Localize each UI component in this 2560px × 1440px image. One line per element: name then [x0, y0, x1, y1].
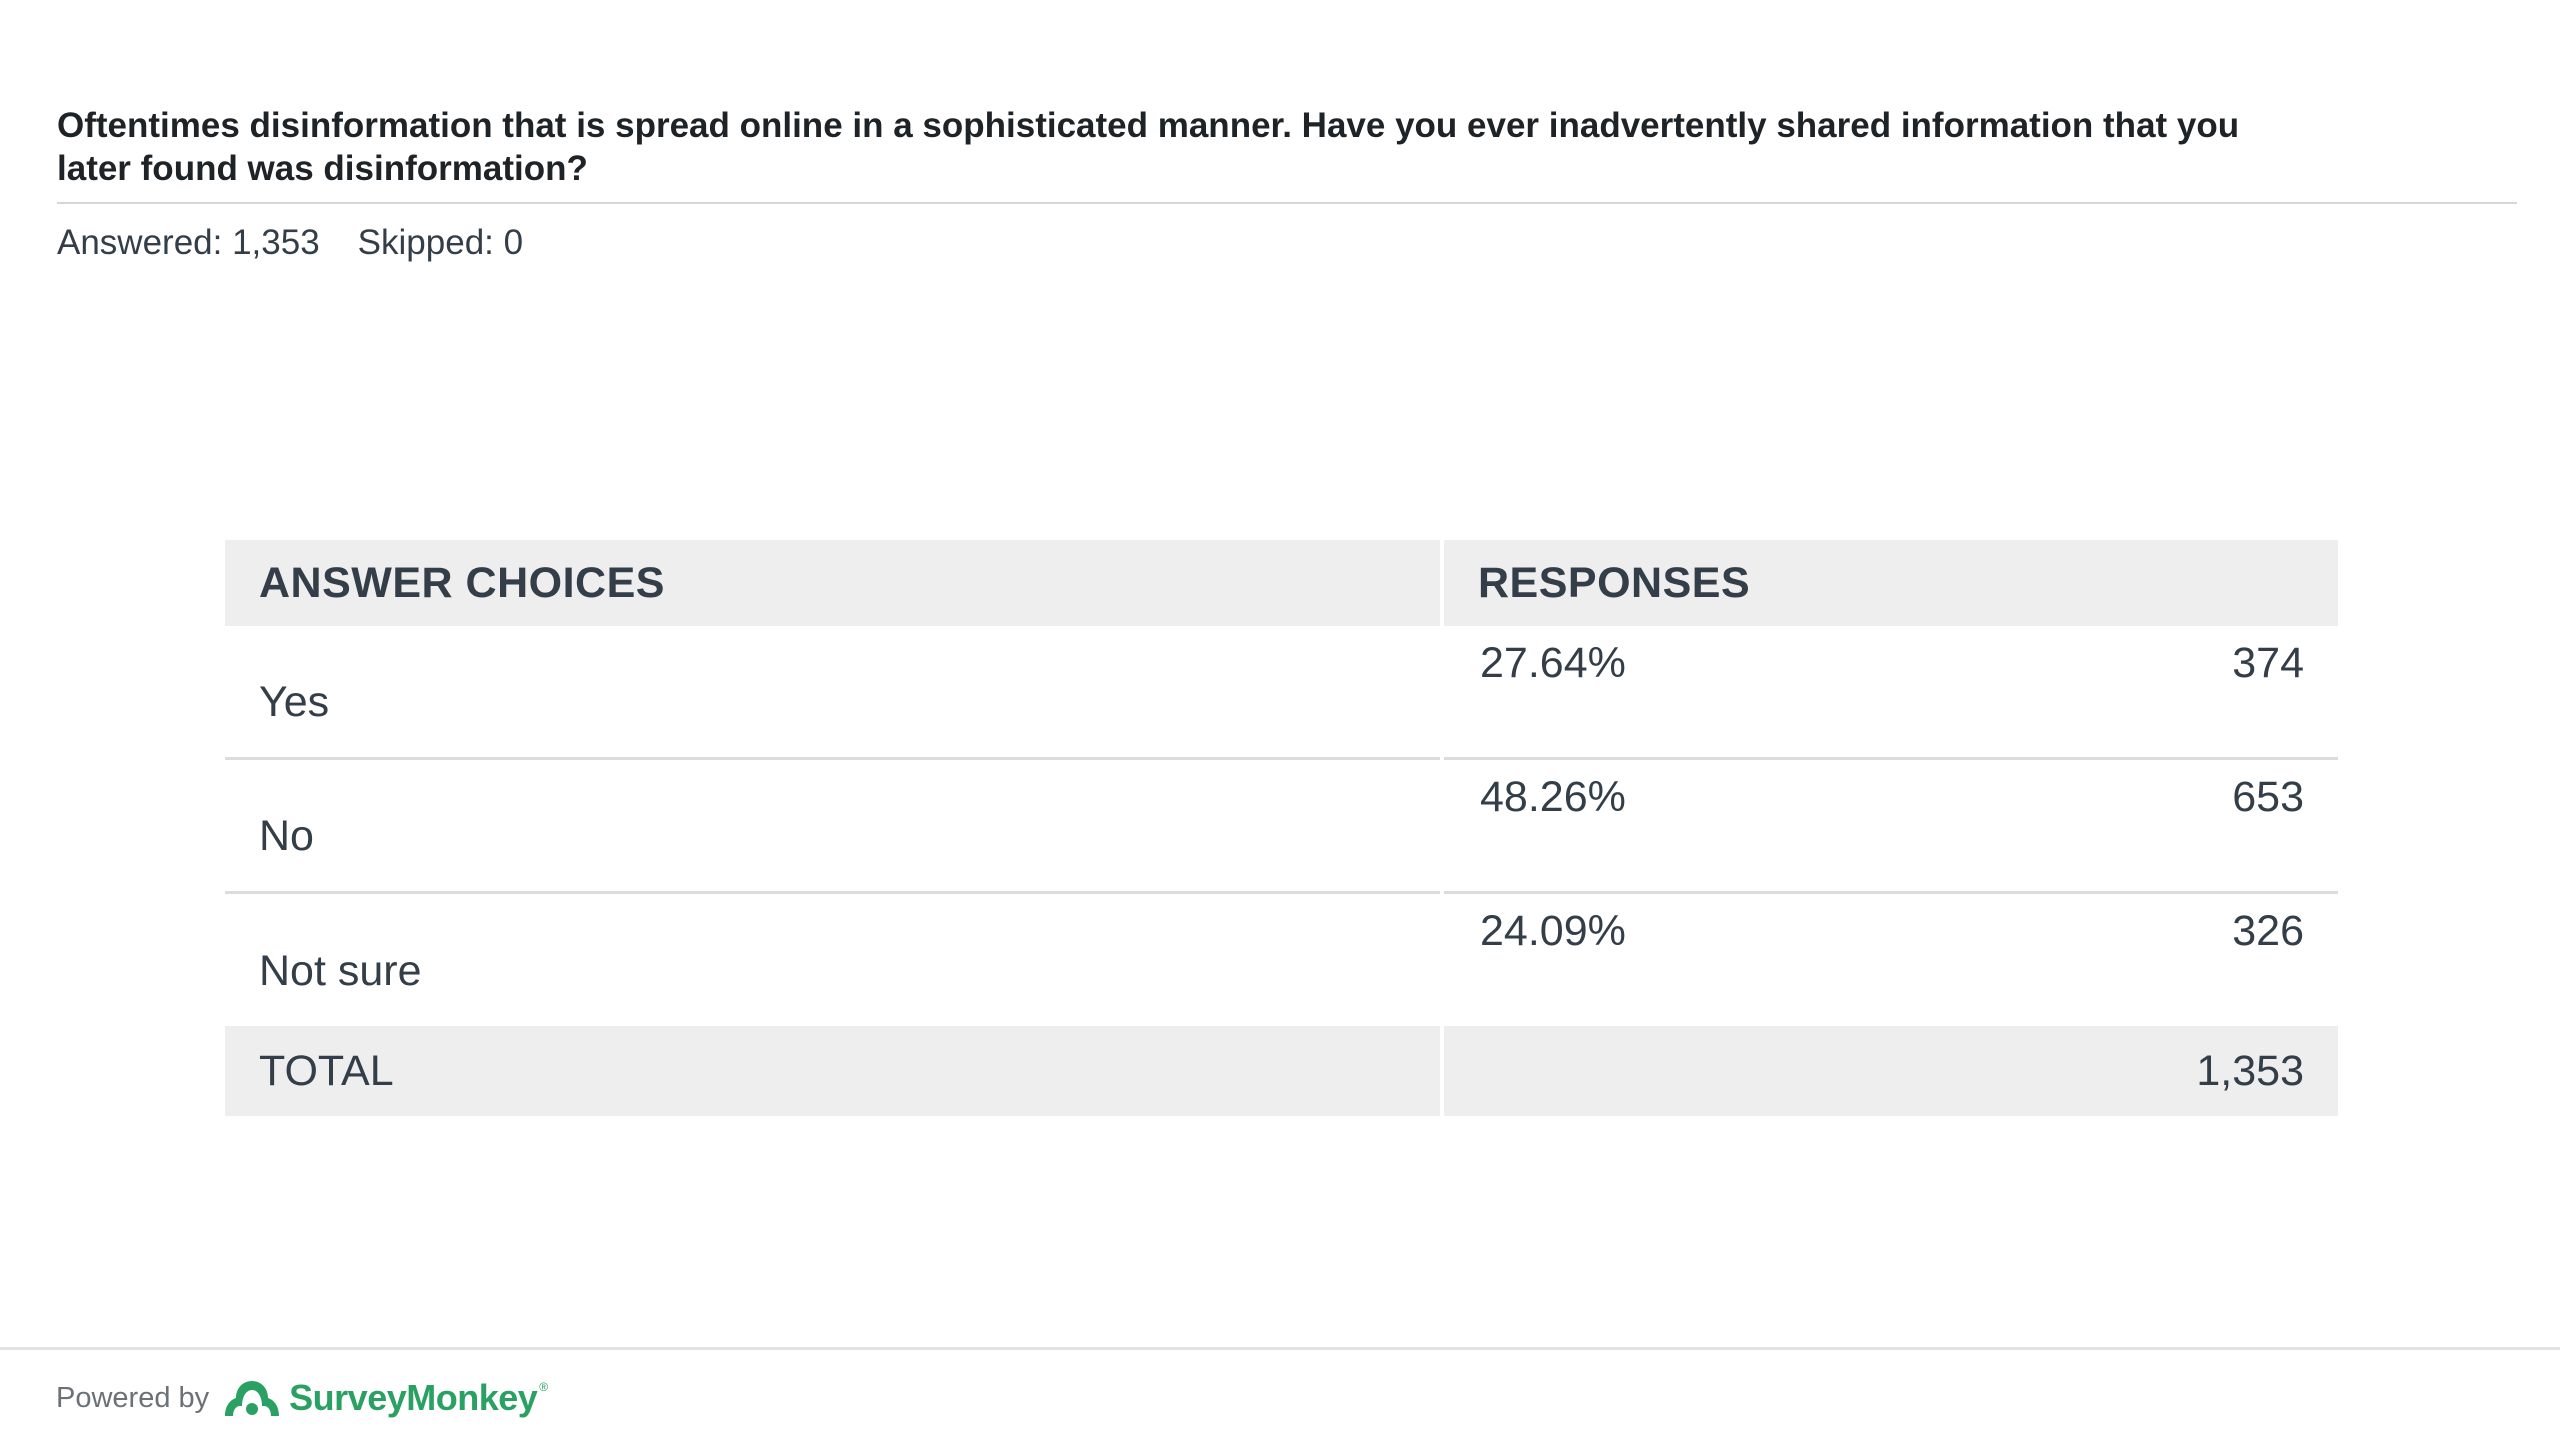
table-row: Yes 27.64% 374 — [225, 626, 2338, 760]
registered-mark: ® — [539, 1380, 549, 1394]
footer-divider — [0, 1347, 2560, 1350]
table-row: Not sure 24.09% 326 — [225, 892, 2338, 1027]
surveymonkey-logo-icon — [225, 1381, 280, 1416]
response-summary: Answered: 1,353 Skipped: 0 — [57, 222, 523, 264]
table-row: No 48.26% 653 — [225, 758, 2338, 894]
answer-choice-label: No — [225, 758, 1444, 894]
response-percent: 24.09% — [1480, 907, 1626, 955]
footer: Powered by SurveyMonkey ® — [56, 1368, 548, 1428]
response-count: 653 — [2232, 773, 2304, 821]
table-header-row: ANSWER CHOICES RESPONSES — [225, 540, 2338, 626]
response-percent: 48.26% — [1480, 773, 1626, 821]
responses-header: RESPONSES — [1442, 540, 2338, 626]
response-cell: 27.64% 374 — [1442, 626, 2338, 760]
answer-choice-label: Yes — [225, 626, 1444, 760]
answer-choice-label: Not sure — [225, 892, 1444, 1026]
question-divider — [57, 202, 2517, 204]
powered-by-label: Powered by — [56, 1381, 210, 1414]
question-title: Oftentimes disinformation that is spread… — [57, 106, 2240, 188]
answer-choices-header: ANSWER CHOICES — [225, 540, 1444, 626]
surveymonkey-brand: SurveyMonkey — [289, 1377, 538, 1418]
total-count: 1,353 — [1442, 1026, 2338, 1116]
response-percent: 27.64% — [1480, 639, 1626, 687]
skipped-count: Skipped: 0 — [357, 223, 524, 262]
total-row: TOTAL 1,353 — [225, 1026, 2338, 1116]
results-table: ANSWER CHOICES RESPONSES Yes 27.64% 374 … — [225, 540, 2338, 1116]
response-count: 374 — [2232, 639, 2304, 687]
answered-count: Answered: 1,353 — [57, 223, 320, 262]
response-cell: 24.09% 326 — [1442, 893, 2338, 1027]
total-label: TOTAL — [225, 1026, 1444, 1116]
response-count: 326 — [2232, 907, 2304, 955]
response-cell: 48.26% 653 — [1442, 758, 2338, 894]
